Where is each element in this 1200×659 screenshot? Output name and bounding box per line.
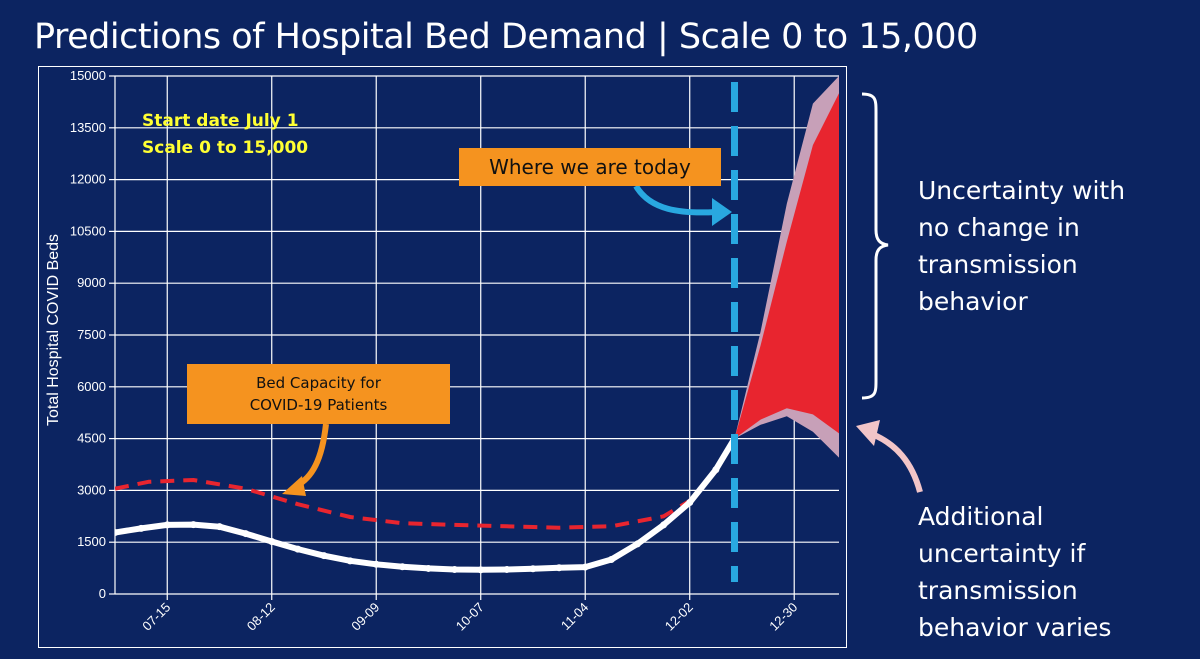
y-tick-label: 0	[99, 586, 106, 601]
x-tick-label: 09-09	[348, 600, 382, 634]
start-date-line: Start date July 1	[142, 111, 299, 131]
capacity-arrow-head-icon	[282, 476, 306, 496]
observed-point	[424, 564, 432, 572]
capacity-arrow-icon	[294, 423, 329, 489]
plot-frame	[38, 66, 847, 648]
observed-point	[372, 560, 380, 568]
observed-point	[294, 545, 302, 553]
observed-point	[137, 524, 145, 532]
observed-point	[189, 521, 197, 529]
today-arrow-head-icon	[712, 198, 732, 226]
observed-point	[163, 521, 171, 529]
x-tick-label: 12-02	[662, 600, 696, 634]
observed-point	[686, 498, 694, 506]
y-tick-label: 3000	[77, 482, 106, 497]
scale-note-line: Scale 0 to 15,000	[142, 138, 309, 158]
unc1-line: transmission	[918, 250, 1078, 279]
observed-point	[660, 521, 668, 529]
unc1-line: Uncertainty with	[918, 176, 1126, 205]
today-label: Where we are today	[459, 148, 721, 186]
varies-arrow-icon	[870, 431, 923, 493]
observed-line	[115, 435, 738, 573]
capacity-label-line2: COVID-19 Patients	[249, 396, 388, 414]
unc1-line: behavior	[918, 287, 1028, 316]
observed-point	[633, 540, 641, 548]
uncertainty-band-no-change	[734, 93, 839, 439]
unc2-line: behavior varies	[918, 613, 1112, 642]
observed-point	[346, 557, 354, 565]
y-tick-label: 12000	[70, 172, 106, 187]
x-tick-label: 10-07	[453, 600, 487, 634]
observed-point	[503, 565, 511, 573]
y-tick-label: 10500	[70, 223, 106, 238]
unc2-line: Additional	[918, 502, 1044, 531]
y-axis-label: Total Hospital COVID Beds	[45, 234, 62, 426]
varies-arrow-head-icon	[856, 420, 880, 446]
x-tick-label: 07-15	[139, 600, 173, 634]
observed-point	[451, 565, 459, 573]
y-tick-label: 15000	[70, 68, 106, 83]
observed-point	[712, 466, 720, 474]
observed-point	[215, 523, 223, 531]
annotation-arrows	[282, 82, 923, 582]
y-ticks: 0 1500 3000 4500 6000 7500 9000 10500 12000 13500…	[70, 68, 115, 601]
unc2-line: transmission	[918, 576, 1078, 605]
observed-point	[268, 538, 276, 546]
observed-point	[115, 529, 119, 537]
y-tick-label: 9000	[77, 275, 106, 290]
series-layer	[115, 76, 839, 574]
observed-point	[555, 564, 563, 572]
uncertainty-bracket-icon	[861, 92, 889, 400]
y-tick-label: 7500	[77, 327, 106, 342]
x-tick-label: 08-12	[244, 600, 278, 634]
uncertainty-no-change-text: Uncertainty with no change in transmissi…	[918, 172, 1188, 320]
observed-point	[581, 563, 589, 571]
uncertainty-varies-text: Additional uncertainty if transmission b…	[918, 498, 1188, 646]
y-tick-label: 6000	[77, 379, 106, 394]
today-arrow-icon	[633, 184, 717, 216]
observed-point	[242, 530, 250, 538]
x-ticks: 07-15 08-12 09-09 10-07 11-04 12-02 12-30	[139, 594, 800, 634]
y-tick-label: 1500	[77, 534, 106, 549]
start-date-note: Start date July 1 Scale 0 to 15,000	[142, 108, 308, 162]
observed-point	[398, 563, 406, 571]
capacity-line	[115, 437, 737, 530]
y-tick-label: 4500	[77, 431, 106, 446]
observed-point	[320, 552, 328, 560]
observed-point	[529, 565, 537, 573]
capacity-label-line1: Bed Capacity for	[256, 374, 381, 392]
page-title: Predictions of Hospital Bed Demand | Sca…	[34, 17, 978, 57]
x-tick-label: 11-04	[558, 600, 591, 633]
x-tick-label: 12-30	[766, 600, 800, 634]
unc1-line: no change in	[918, 213, 1080, 242]
y-tick-label: 13500	[70, 120, 106, 135]
capacity-label: Bed Capacity for COVID-19 Patients	[187, 364, 450, 424]
unc2-line: uncertainty if	[918, 539, 1086, 568]
observed-point	[477, 566, 485, 574]
observed-point	[607, 555, 615, 563]
